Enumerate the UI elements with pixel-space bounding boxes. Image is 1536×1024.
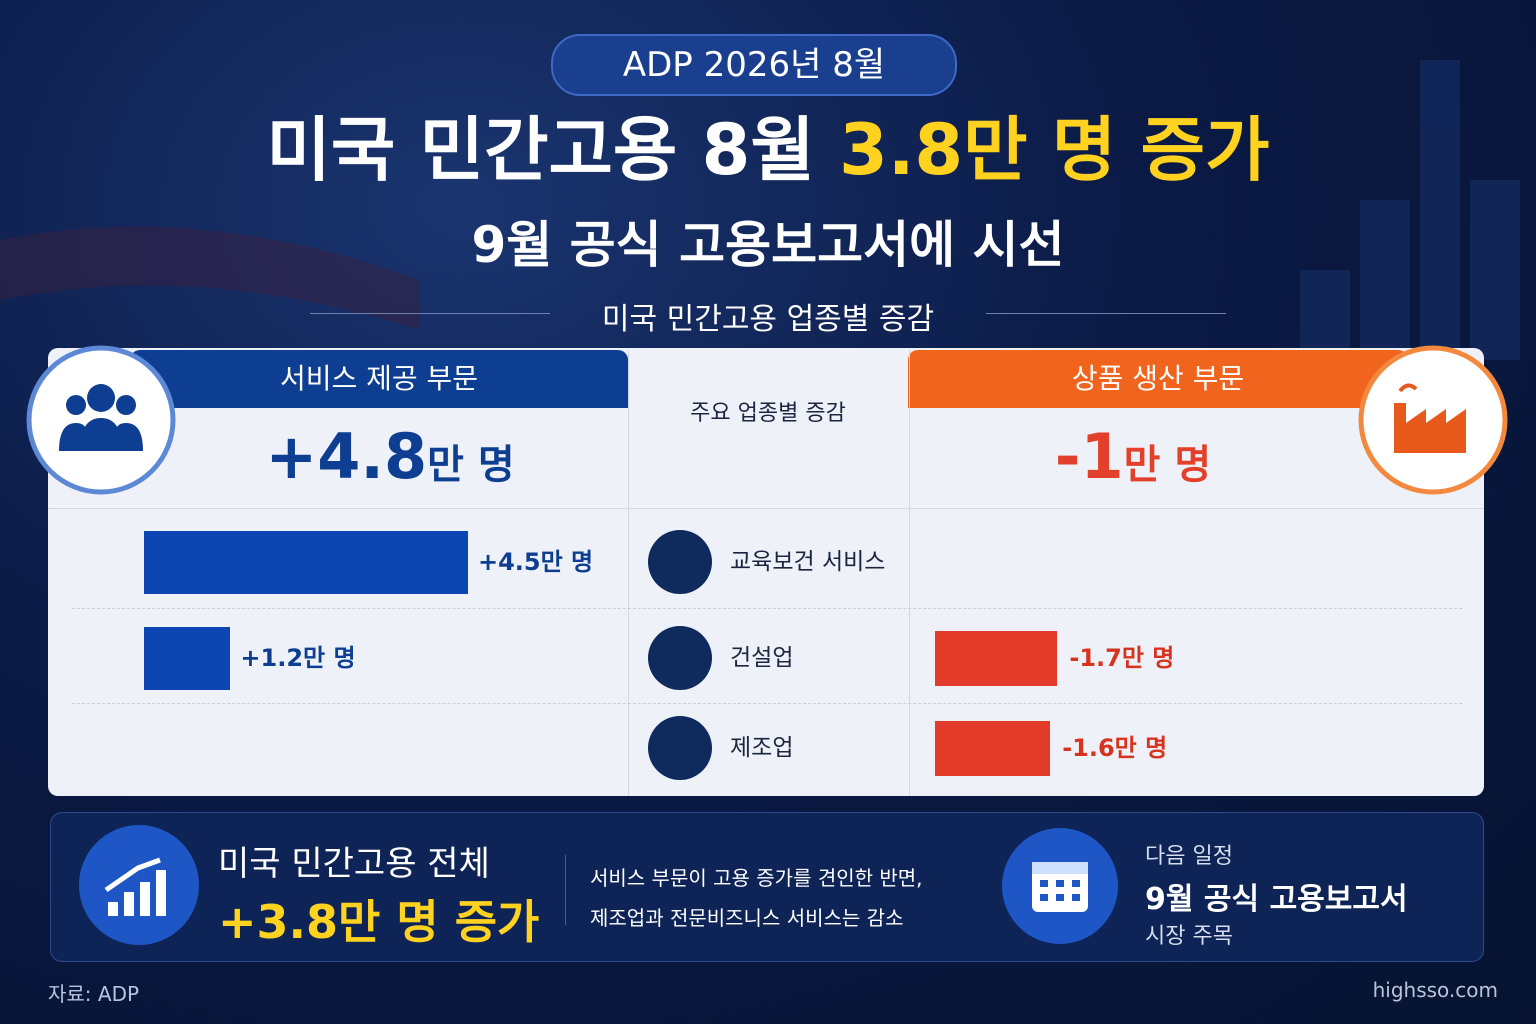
services-total: +4.8만 명 — [130, 420, 650, 493]
description-line: 서비스 부문이 고용 증가를 견인한 반면, — [590, 866, 923, 890]
row-icon — [648, 626, 712, 690]
center-header: 주요 업종별 증감 — [690, 401, 846, 426]
divider — [310, 313, 550, 314]
bar — [935, 631, 1058, 686]
goods-icon — [1358, 345, 1508, 495]
summary-value: +3.8만 명 증가 — [218, 895, 540, 949]
bar — [935, 721, 1051, 776]
divider — [986, 313, 1226, 314]
subtitle: 9월 공식 고용보고서에 시선 — [471, 216, 1065, 274]
schedule-label: 다음 일정 — [1145, 844, 1233, 869]
trend-icon — [79, 825, 199, 945]
site: highsso.com — [1372, 978, 1498, 1002]
row-icon — [648, 716, 712, 780]
bar-label: -1.7만 명 — [1069, 644, 1175, 672]
divider — [48, 508, 1484, 509]
divider — [565, 855, 566, 925]
services-total-unit: 만 명 — [427, 442, 515, 488]
summary-box — [50, 812, 1484, 962]
schedule-note: 시장 주목 — [1145, 924, 1233, 949]
services-total-value: +4.8 — [265, 420, 428, 493]
title-main: 미국 민간고용 8월 — [266, 109, 815, 191]
goods-total-value: -1 — [1054, 420, 1124, 493]
row-name: 교육보건 서비스 — [730, 549, 886, 575]
goods-total: -1만 명 — [908, 420, 1358, 493]
summary-label: 미국 민간고용 전체 — [218, 844, 490, 884]
goods-header: 상품 생산 부문 — [908, 350, 1408, 408]
services-icon — [26, 345, 176, 495]
title-highlight: 3.8만 명 증가 — [839, 109, 1270, 191]
bar-label: +4.5만 명 — [478, 548, 594, 576]
bar — [144, 531, 468, 594]
bar-label: +1.2만 명 — [240, 644, 356, 672]
services-header: 서비스 제공 부문 — [130, 350, 628, 408]
source: 자료: ADP — [48, 982, 140, 1006]
goods-total-unit: 만 명 — [1123, 442, 1212, 488]
section-title: 미국 민간고용 업종별 증감 — [601, 302, 935, 337]
center-column — [628, 350, 910, 796]
row-icon — [648, 530, 712, 594]
summary-description: 서비스 부문이 고용 증가를 견인한 반면, 제조업과 전문비즈니스 서비스는 감… — [590, 858, 923, 938]
bar-label: -1.6만 명 — [1062, 734, 1168, 762]
calendar-icon — [1002, 828, 1118, 944]
row-name: 제조업 — [730, 735, 794, 761]
row-name: 건설업 — [730, 645, 794, 671]
badge: ADP 2026년 8월 — [551, 34, 957, 96]
description-line: 제조업과 전문비즈니스 서비스는 감소 — [590, 906, 904, 930]
bar — [144, 627, 231, 690]
title: 미국 민간고용 8월 3.8만 명 증가 — [0, 108, 1536, 192]
row-divider — [72, 703, 1462, 704]
schedule-title: 9월 공식 고용보고서 — [1145, 882, 1408, 917]
row-divider — [72, 608, 1462, 609]
